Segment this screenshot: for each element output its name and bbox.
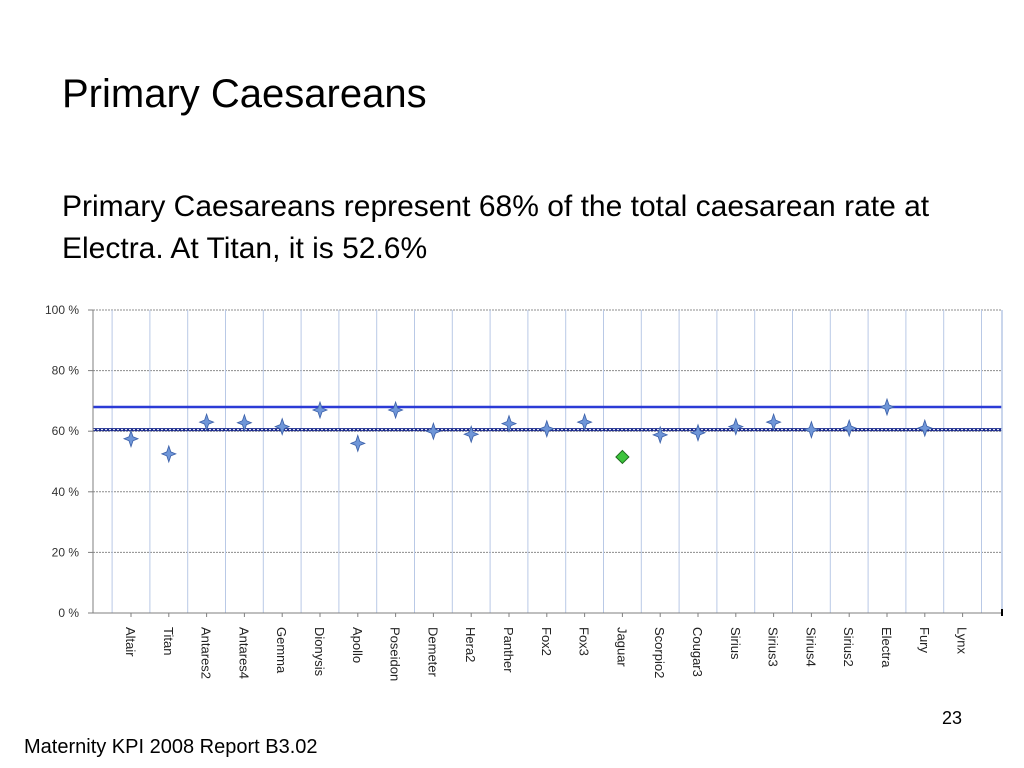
y-tick-label: 80 % (52, 364, 80, 378)
data-point (576, 412, 593, 432)
data-point (198, 412, 215, 432)
x-tick-label: Fox2 (539, 627, 554, 656)
x-tick-label: Panther (501, 627, 516, 673)
data-point (349, 434, 366, 453)
y-tick-label: 40 % (52, 485, 80, 499)
data-point (765, 412, 782, 432)
data-point (689, 423, 707, 442)
data-point (236, 413, 253, 432)
data-point (274, 417, 291, 436)
x-tick-label: Titan (161, 627, 176, 655)
x-tick-label: Demeter (425, 627, 440, 678)
data-point (160, 444, 177, 464)
data-point-highlight (615, 449, 630, 465)
data-point (803, 420, 820, 439)
x-tick-label: Altair (123, 627, 138, 657)
x-tick-label: Sirius2 (841, 627, 856, 667)
x-tick-label: Electra (879, 627, 894, 668)
x-tick-label: Hera2 (463, 627, 478, 662)
data-point (122, 429, 140, 449)
axis-layer (88, 309, 1003, 617)
x-tick-label: Sirius3 (766, 627, 781, 667)
grid-layer (93, 309, 1002, 614)
y-tick-label: 100 % (45, 303, 79, 317)
slide-subtitle: Primary Caesareans represent 68% of the … (62, 190, 930, 265)
primary-caesareans-chart: 0 % 20 % 40 % 60 % 80 % 100 % Altair Titan Anta… (45, 303, 1003, 681)
data-point (425, 421, 442, 441)
data-point (916, 418, 933, 438)
data-markers (122, 397, 933, 465)
y-tick-label: 60 % (52, 424, 80, 438)
x-tick-label: Sirius4 (803, 627, 818, 667)
data-point (311, 400, 329, 420)
slide-footer: Maternity KPI 2008 Report B3.02 (24, 736, 318, 758)
y-tick-label: 20 % (52, 545, 80, 559)
x-tick-label: Fox3 (577, 627, 592, 656)
x-tick-label: Antares4 (236, 627, 251, 679)
data-point (841, 418, 858, 438)
data-point (500, 414, 518, 433)
page-number: 23 (942, 708, 963, 728)
x-tick-label: Sirius (728, 627, 743, 660)
data-point (387, 400, 404, 420)
data-point (727, 417, 744, 436)
data-point (652, 425, 669, 445)
x-tick-label: Jaguar (614, 627, 629, 667)
x-tick-label: Cougar3 (690, 627, 705, 677)
x-tick-label: Dionysis (312, 627, 327, 677)
x-tick-label: Lynx (955, 627, 970, 654)
x-tick-label: Apollo (350, 627, 365, 663)
data-point (463, 424, 480, 444)
slide-title: Primary Caesareans (62, 72, 427, 116)
y-tick-label: 0 % (58, 606, 79, 620)
x-tick-labels: Altair Titan Antares2 Antares4 Gemma Dionysis… (123, 627, 970, 681)
x-tick-label: Poseidon (388, 627, 403, 681)
data-point (538, 419, 555, 439)
y-tick-labels: 0 % 20 % 40 % 60 % 80 % 100 % (45, 303, 79, 620)
x-tick-label: Gemma (274, 627, 289, 674)
data-point (878, 397, 896, 417)
x-tick-label: Scorpio2 (652, 627, 667, 678)
x-tick-label: Fury (917, 627, 932, 654)
x-tick-label: Antares2 (199, 627, 214, 679)
